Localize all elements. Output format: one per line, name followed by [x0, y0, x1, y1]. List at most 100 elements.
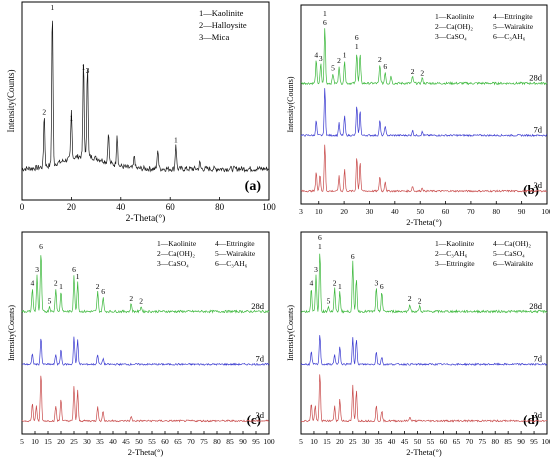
panel-label: (b) [523, 182, 539, 197]
panel-label: (d) [523, 412, 539, 427]
peak-label: 3 [314, 265, 318, 274]
x-tick-label: 10 [315, 207, 323, 216]
legend-entry: 5—CaSO₄ [493, 249, 525, 258]
x-tick-label: 5 [20, 437, 24, 446]
peak-label: 5 [48, 296, 52, 305]
x-tick-label: 45 [401, 437, 409, 446]
legend-entry: 4—Ettringite [493, 12, 533, 21]
peak-label: 6 [355, 33, 359, 42]
legend-entry: 2—Ca(OH)₂ [157, 249, 195, 258]
legend: 1—Kaolinite 2—Halloysite 3—Mica [199, 8, 247, 42]
x-tick-label: 100 [263, 437, 275, 446]
plot-frame [21, 231, 270, 435]
x-tick-label: 100 [541, 437, 550, 446]
series-line-3d [21, 375, 269, 423]
peak-label: 1 [70, 114, 74, 123]
legend-entry: 4—Ettringite [215, 239, 255, 248]
series-label: 28d [529, 301, 543, 311]
peak-label: 4 [314, 51, 318, 60]
x-tick-label: 10 [31, 437, 39, 446]
legend-entry: 6—C₃AH₆ [215, 259, 248, 268]
x-tick-label: 60 [166, 202, 176, 212]
peak-label: 3 [35, 265, 39, 274]
x-tick-label: 40 [116, 202, 126, 212]
peak-label: 2 [54, 278, 58, 287]
series-label: 3d [534, 180, 543, 190]
plot-frame [300, 4, 548, 205]
x-tick-label: 25 [70, 437, 78, 446]
x-tick-label: 20 [336, 437, 344, 446]
y-axis-label: Intensity(Counts) [286, 76, 295, 132]
x-tick-label: 55 [148, 437, 156, 446]
legend-entry: 5—Wairakite [493, 22, 534, 31]
x-axis-label: 2-Theta(°) [406, 447, 442, 457]
x-tick-label: 45 [122, 437, 130, 446]
peak-label: 2 [418, 296, 422, 305]
x-tick-label: 75 [200, 437, 208, 446]
xrd-panel-3: 5 10 15 20 25 30 35 40 45 50 55 60 65 70 75 80 85 90 95 100… [7, 231, 275, 457]
x-tick-label: 75 [479, 437, 487, 446]
peak-label: 2 [333, 278, 337, 287]
peak-label: 6 [39, 242, 43, 251]
peak-label: 6 [351, 252, 355, 261]
panel-label: (c) [247, 412, 261, 427]
x-tick-label: 80 [215, 202, 225, 212]
series-line-7d [300, 88, 548, 138]
legend-entry: 2—Ca(OH)₂ [435, 22, 473, 31]
plot-frame [21, 1, 270, 201]
peak-label: 1 [318, 242, 322, 251]
x-tick-label: 40 [388, 437, 396, 446]
series-line-7d [300, 335, 548, 367]
peak-label: 4 [309, 278, 313, 287]
peak-label: 1 [343, 51, 347, 60]
x-tick-label: 30 [362, 437, 370, 446]
y-axis-label: Intensity(Counts) [286, 305, 295, 361]
series-line-3d [300, 374, 548, 423]
xrd-panel-2: 3 10 20 30 40 50 60 70 80 90 100 2-Theta(°) Intensit… [286, 4, 550, 227]
y-axis-label: Intensity(Counts) [6, 70, 16, 133]
x-tick-label: 15 [323, 437, 331, 446]
x-tick-label: 30 [366, 207, 374, 216]
x-tick-label: 80 [493, 207, 501, 216]
legend-entry: 2—C₃AH₆ [435, 249, 468, 258]
x-tick-label: 10 [310, 437, 318, 446]
series-label: 7d [534, 353, 543, 363]
legend-entry: 1—Kaolinite [435, 239, 475, 248]
x-tick-label: 100 [262, 202, 276, 212]
x-tick-label: 30 [83, 437, 91, 446]
x-tick-label: 50 [414, 437, 422, 446]
series-line-28d [21, 255, 270, 314]
series-line-7d [21, 336, 270, 366]
legend-entry: 5—Wairakite [215, 249, 256, 258]
x-tick-label: 85 [504, 437, 512, 446]
x-tick-label: 5 [299, 437, 303, 446]
series-line-3d [301, 144, 548, 193]
legend-entry: 4—Ca(OH)₂ [493, 239, 531, 248]
peak-label: 6 [101, 287, 105, 296]
x-tick-label: 80 [491, 437, 499, 446]
x-tick-label: 70 [467, 207, 475, 216]
x-axis-label: 2-Theta(°) [126, 213, 166, 224]
peak-label: 1 [82, 63, 86, 72]
series-label: 7d [256, 353, 265, 363]
peak-label: 3 [86, 66, 90, 75]
legend-entry: 6—C₃AH₆ [493, 32, 526, 41]
legend-entry: 3—CaSO₄ [435, 32, 467, 41]
series-label: 7d [534, 124, 543, 134]
x-tick-label: 80 [213, 437, 221, 446]
legend-entry: 3—CaSO₄ [157, 259, 189, 268]
series-label: 3d [256, 410, 265, 420]
series-line-28d [300, 28, 548, 86]
peak-label: 6 [318, 233, 322, 242]
x-tick-label: 20 [340, 207, 348, 216]
series-line-a [21, 20, 270, 173]
x-tick-label: 55 [427, 437, 435, 446]
peak-label: 2 [408, 294, 412, 303]
legend-entry: 1—Kaolinite [435, 12, 475, 21]
peak-label: 1 [51, 3, 55, 12]
legend-entry: 1—Kaolinite [199, 8, 244, 18]
x-tick-label: 100 [541, 207, 550, 216]
x-tick-label: 90 [239, 437, 247, 446]
